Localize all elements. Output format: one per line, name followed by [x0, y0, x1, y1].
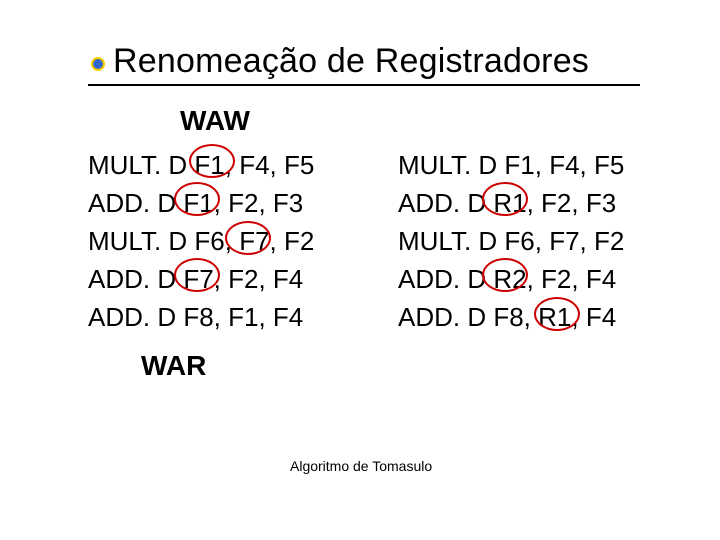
title-underline [88, 84, 640, 86]
hazard-circle-war-b [174, 258, 220, 292]
title-wrap: Renomeação de Registradores [113, 42, 589, 81]
footer-text: Algoritmo de Tomasulo [290, 458, 432, 474]
hazard-circle-r2 [482, 258, 528, 292]
code-column-right: MULT. D F1, F4, F5ADD. D R1, F2, F3MULT.… [398, 146, 624, 336]
code-line: MULT. D F1, F4, F5 [398, 146, 624, 184]
code-line: MULT. D F6, F7, F2 [398, 222, 624, 260]
hazard-circle-r1 [482, 182, 528, 216]
code-line: ADD. D F8, R1, F4 [398, 298, 624, 336]
title-bullet-icon [91, 57, 105, 71]
code-line: MULT. D F6, F7, F2 [88, 222, 314, 260]
label-war: WAR [141, 350, 206, 382]
label-waw: WAW [180, 105, 250, 137]
code-line: ADD. D F8, F1, F4 [88, 298, 314, 336]
slide: Renomeação de Registradores WAW MULT. D … [0, 0, 720, 540]
hazard-circle-waw-0 [189, 144, 235, 178]
hazard-circle-waw-1 [174, 182, 220, 216]
hazard-circle-r1b [534, 297, 580, 331]
slide-title: Renomeação de Registradores [113, 42, 589, 80]
hazard-circle-war-a [225, 221, 271, 255]
